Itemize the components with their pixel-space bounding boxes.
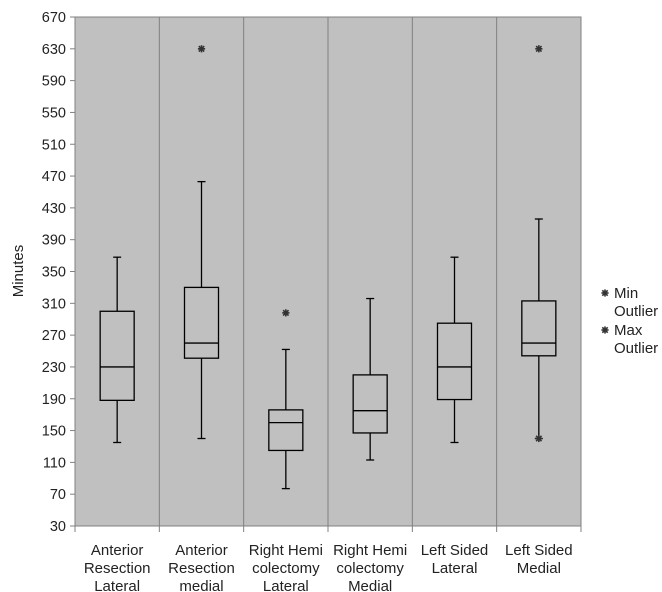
y-axis-title: Minutes	[10, 245, 27, 298]
y-tick-label: 510	[42, 137, 66, 153]
legend-label: Min Outlier	[614, 285, 658, 320]
iqr-box	[99, 310, 135, 401]
y-tick-label: 270	[42, 328, 66, 344]
legend-label: Max Outlier	[614, 322, 658, 357]
y-tick-label: 30	[50, 519, 66, 535]
box-plot-3	[268, 309, 304, 490]
y-tick-label: 630	[42, 42, 66, 58]
iqr-box	[268, 409, 304, 452]
y-tick-label: 310	[42, 296, 66, 312]
legend-marker	[601, 326, 609, 334]
min-outlier-marker	[535, 434, 543, 443]
y-tick-label: 470	[42, 169, 66, 185]
y-tick-label: 190	[42, 392, 66, 408]
y-tick-label: 550	[42, 105, 66, 121]
iqr-box	[436, 322, 473, 401]
y-tick-label: 590	[42, 74, 66, 90]
x-category-label: Right Hemi colectomy Lateral	[249, 542, 323, 592]
y-tick-label: 230	[42, 360, 66, 376]
box-plot-4	[352, 297, 388, 461]
max-outlier-marker	[282, 309, 290, 317]
x-category-label: Anterior Resection medial	[168, 542, 235, 592]
y-tick-label: 150	[42, 424, 66, 440]
max-outlier-marker	[197, 45, 206, 53]
legend-entry: Max Outlier	[601, 322, 658, 357]
box-plot-6	[521, 45, 557, 443]
box-plot-1	[99, 256, 135, 444]
legend-marker	[601, 289, 609, 297]
x-category-label: Anterior Resection Lateral	[84, 542, 151, 592]
box-plot-5	[436, 256, 473, 444]
y-tick-label: 670	[42, 10, 66, 26]
x-category-label: Left Sided Medial	[505, 542, 573, 577]
y-tick-label: 110	[43, 455, 66, 471]
legend-entry: Min Outlier	[601, 285, 658, 320]
y-tick-label: 390	[42, 233, 66, 249]
iqr-box	[521, 300, 557, 357]
x-category-label: Left Sided Lateral	[421, 542, 489, 577]
y-tick-label: 430	[42, 201, 66, 217]
max-outlier-marker	[535, 45, 543, 53]
y-tick-label: 350	[42, 265, 66, 281]
y-tick-label: 70	[50, 487, 66, 503]
x-category-label: Right Hemi colectomy Medial	[333, 542, 407, 592]
iqr-box	[352, 374, 388, 434]
box-plot-2	[183, 45, 220, 440]
iqr-box	[183, 286, 220, 359]
